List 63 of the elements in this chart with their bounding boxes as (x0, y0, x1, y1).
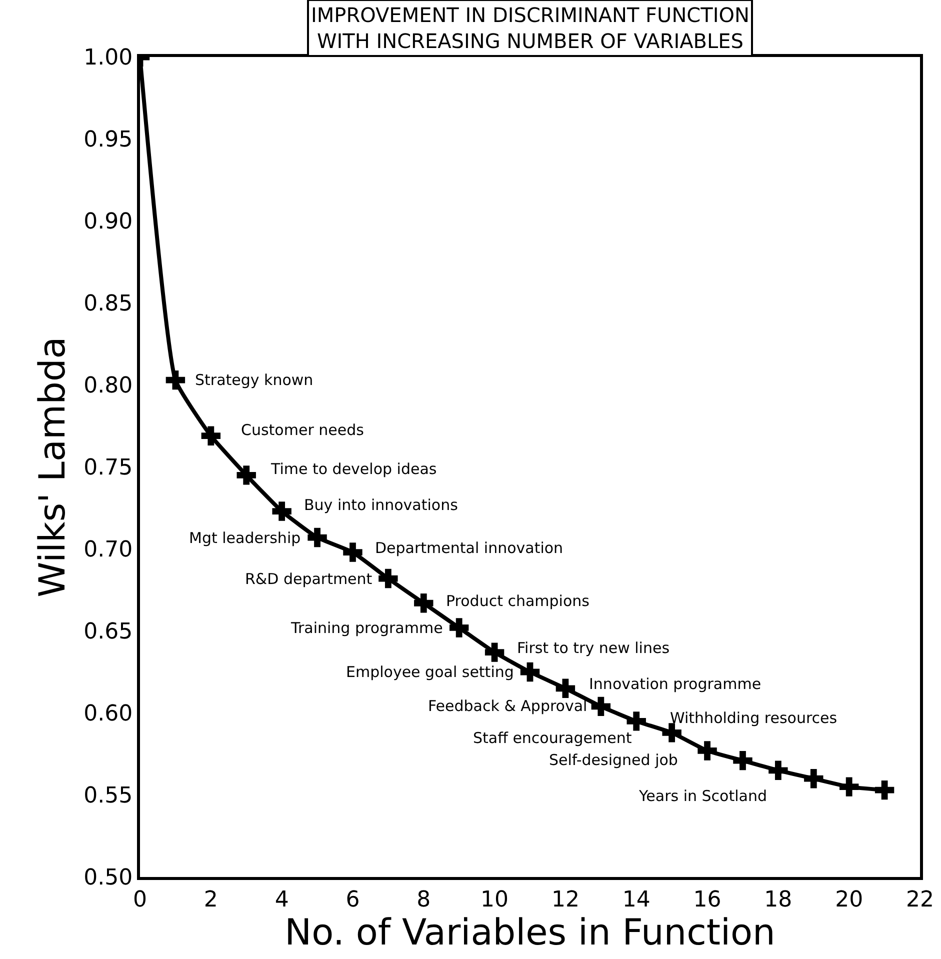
point (449, 618, 469, 638)
point (484, 642, 504, 662)
point (733, 750, 752, 770)
point (308, 528, 327, 548)
annotation: R&D department (245, 570, 372, 588)
point (236, 466, 256, 485)
x-tick-label: 12 (551, 887, 580, 912)
y-tick-label: 0.75 (84, 456, 133, 481)
annotation: Self-designed job (549, 751, 678, 769)
x-tick-label: 4 (274, 887, 289, 912)
point (520, 662, 540, 682)
annotation: Innovation programme (589, 675, 762, 693)
annotation: First to try new lines (517, 639, 670, 657)
x-tick-label: 2 (204, 887, 218, 912)
x-tick-label: 20 (835, 887, 864, 912)
y-tick-label: 0.90 (84, 210, 133, 235)
y-axis-title: Wilks' Lambda (32, 336, 74, 598)
x-tick-label: 18 (764, 887, 792, 912)
x-tick-label: 14 (622, 887, 650, 912)
annotation: Employee goal setting (346, 663, 514, 681)
y-tick-label: 0.50 (84, 866, 133, 891)
annotation: Years in Scotland (638, 787, 767, 805)
annotation: Feedback & Approval (428, 697, 588, 715)
x-tick-label: 8 (416, 887, 431, 912)
annotation: Departmental innovation (375, 539, 564, 557)
annotation: Training programme (290, 619, 443, 637)
y-tick-label: 0.80 (84, 374, 133, 399)
x-tick-label: 22 (906, 887, 934, 912)
y-tick-label: 0.60 (84, 702, 133, 727)
point (272, 502, 292, 521)
chart-title: IMPROVEMENT IN DISCRIMINANT FUNCTION WITH INCREASING NUMBER OF VARIABLES (311, 3, 750, 53)
point (201, 426, 221, 446)
point (839, 777, 859, 796)
y-tick-label: 0.70 (84, 538, 133, 563)
point (591, 696, 611, 716)
y-tick-label: 0.55 (84, 784, 133, 809)
y-tick-label: 0.65 (84, 620, 133, 645)
y-tick-label: 1.00 (84, 46, 133, 71)
annotation: Mgt leadership (189, 529, 301, 547)
x-axis-title: No. of Variables in Function (284, 912, 776, 954)
point (414, 594, 434, 613)
annotation: Withholding resources (670, 709, 838, 727)
point (378, 568, 398, 588)
annotation: Buy into innovations (304, 496, 458, 514)
point (626, 712, 646, 731)
y-tick-label: 0.95 (84, 128, 133, 153)
point (804, 769, 824, 788)
x-tick-label: 6 (346, 887, 360, 912)
annotation: Product champions (446, 592, 590, 610)
point (556, 678, 576, 698)
x-tick-label: 16 (693, 887, 722, 912)
y-tick-label: 0.85 (84, 292, 133, 317)
point (768, 760, 788, 780)
point (343, 542, 362, 562)
annotation: Customer needs (241, 421, 364, 439)
point (698, 741, 717, 760)
point (166, 370, 186, 390)
annotation: Time to develop ideas (270, 460, 437, 478)
point (874, 780, 894, 800)
x-tick-label: 0 (133, 887, 147, 912)
annotation: Staff encouragement (473, 729, 632, 747)
annotation: Strategy known (195, 371, 314, 389)
x-tick-label: 10 (480, 887, 509, 912)
